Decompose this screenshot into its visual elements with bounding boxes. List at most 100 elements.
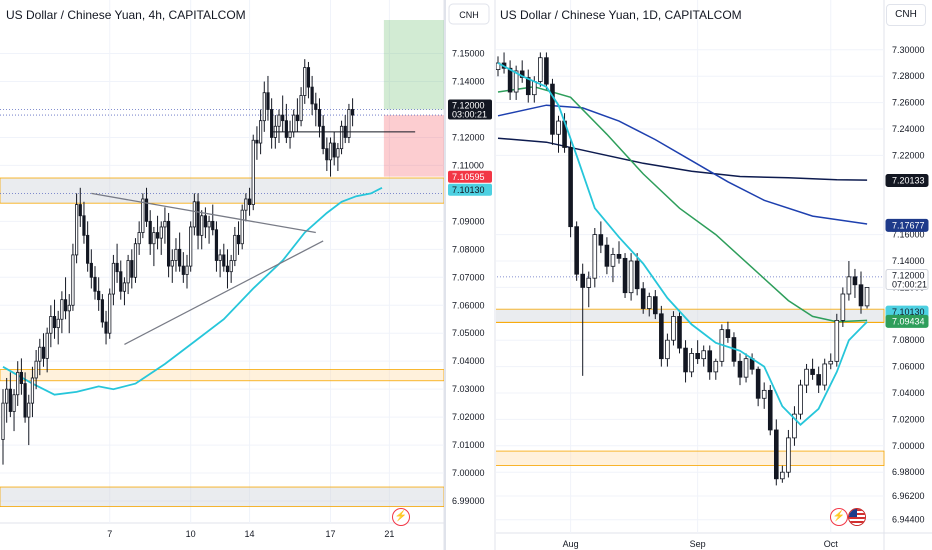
price-tag-value: 7.17677 xyxy=(892,220,925,230)
moving-average-navy xyxy=(497,137,868,181)
candle xyxy=(556,115,561,153)
candle-body xyxy=(665,339,670,360)
candle-body xyxy=(89,262,93,278)
right-chart-title: US Dollar / Chinese Yuan, 1D, CAPITALCOM xyxy=(500,8,742,22)
left-chart-canvas[interactable]: 7.150007.140007.120007.110007.090007.080… xyxy=(0,0,444,550)
price-tag-value: 7.09434 xyxy=(892,316,925,326)
price-tick-label: 7.04000 xyxy=(892,388,925,398)
candle-body xyxy=(646,296,652,309)
candle xyxy=(284,103,288,144)
panel-divider[interactable] xyxy=(444,0,446,550)
candle-body xyxy=(683,347,688,373)
candle xyxy=(240,204,244,250)
right-chart-panel[interactable]: 7.30000 7.28000 7.26000 7.24000 7.22000 7.160… xyxy=(446,0,932,550)
candle xyxy=(281,95,285,132)
candle-body xyxy=(755,368,761,399)
candle-body xyxy=(786,437,791,473)
candle xyxy=(41,333,46,367)
candle xyxy=(258,109,263,155)
candle xyxy=(185,254,189,289)
candle xyxy=(507,60,513,100)
left-price-tick-label: 7.09000 xyxy=(452,216,485,226)
price-tag-value: 7.12000 xyxy=(892,270,925,280)
candle xyxy=(671,311,676,346)
candle xyxy=(86,221,90,272)
price-tick-label: 6.94400 xyxy=(892,515,925,525)
candle xyxy=(695,340,700,364)
candle-body xyxy=(507,67,513,93)
candle-body xyxy=(152,232,156,245)
left-price-axis[interactable]: CNH 7.15000 7.14000 7.12000 7.11000 7.09000 7.… xyxy=(446,0,506,550)
candle xyxy=(519,60,525,83)
left-chart-panel[interactable]: 7.150007.140007.120007.110007.090007.080… xyxy=(0,0,444,550)
candle xyxy=(628,253,634,301)
price-tick-label: 7.24000 xyxy=(892,124,925,134)
candle-body xyxy=(115,262,119,273)
candle xyxy=(288,120,292,149)
candle xyxy=(63,277,68,320)
candle-body xyxy=(174,248,178,261)
candle xyxy=(767,385,773,436)
candle xyxy=(126,254,130,295)
us-flag-icon[interactable] xyxy=(848,508,866,526)
candle-body xyxy=(23,383,27,418)
candle xyxy=(207,215,211,244)
candle xyxy=(166,212,171,278)
flash-icon[interactable]: ⚡ xyxy=(392,508,410,526)
candle-body xyxy=(513,70,519,93)
candle xyxy=(592,228,598,288)
candle xyxy=(792,406,797,446)
candle xyxy=(725,321,731,343)
sr-zone xyxy=(446,308,885,323)
candle-body xyxy=(810,368,815,375)
candle xyxy=(229,254,233,283)
candle-body xyxy=(258,120,263,144)
price-tick-label: 7.16000 xyxy=(892,230,925,240)
left-price-tag-bg xyxy=(448,170,492,183)
left-price-tag-bg xyxy=(448,183,492,196)
candle xyxy=(610,247,616,283)
candle-body xyxy=(798,384,803,415)
candle xyxy=(755,366,761,407)
candle-body xyxy=(336,148,340,158)
candle-body xyxy=(858,284,864,307)
candle xyxy=(761,382,767,409)
candle xyxy=(75,193,79,264)
candle-body xyxy=(652,296,658,315)
candle-body xyxy=(689,352,694,373)
candle xyxy=(295,98,300,132)
candle xyxy=(339,120,344,155)
candle-body xyxy=(49,316,53,334)
moving-average-green xyxy=(497,86,868,323)
candle xyxy=(513,65,519,100)
candle-body xyxy=(163,220,167,228)
candle-body xyxy=(303,67,307,96)
candle xyxy=(743,353,749,383)
price-tick-label: 7.00000 xyxy=(892,441,925,451)
candle-body xyxy=(852,276,858,286)
flash-icon[interactable]: ⚡ xyxy=(830,508,848,526)
candle xyxy=(810,358,815,380)
left-price-tick-label: 7.04000 xyxy=(452,356,485,366)
candle xyxy=(343,115,347,144)
candle xyxy=(804,363,809,393)
candle-body xyxy=(804,368,809,386)
time-tick-label: Aug xyxy=(563,539,579,549)
sr-zone xyxy=(446,450,885,466)
candle-body xyxy=(628,260,634,294)
right-symbol-badge[interactable]: CNH xyxy=(886,4,926,26)
candle xyxy=(328,137,333,177)
candle-body xyxy=(598,234,604,246)
candle-body xyxy=(170,260,174,267)
take-profit-zone xyxy=(383,20,444,110)
right-chart-canvas[interactable]: 7.30000 7.28000 7.26000 7.24000 7.22000 7.160… xyxy=(446,0,932,550)
candle xyxy=(251,134,255,211)
candle xyxy=(677,311,682,354)
candle-body xyxy=(725,329,731,338)
left-price-tag-value: 7.10130 xyxy=(452,185,485,195)
candle xyxy=(255,126,259,160)
candle-body xyxy=(218,254,222,261)
candle xyxy=(773,419,779,486)
left-price-tick-label: 7.11000 xyxy=(452,160,484,170)
left-axis-bg xyxy=(446,0,496,550)
